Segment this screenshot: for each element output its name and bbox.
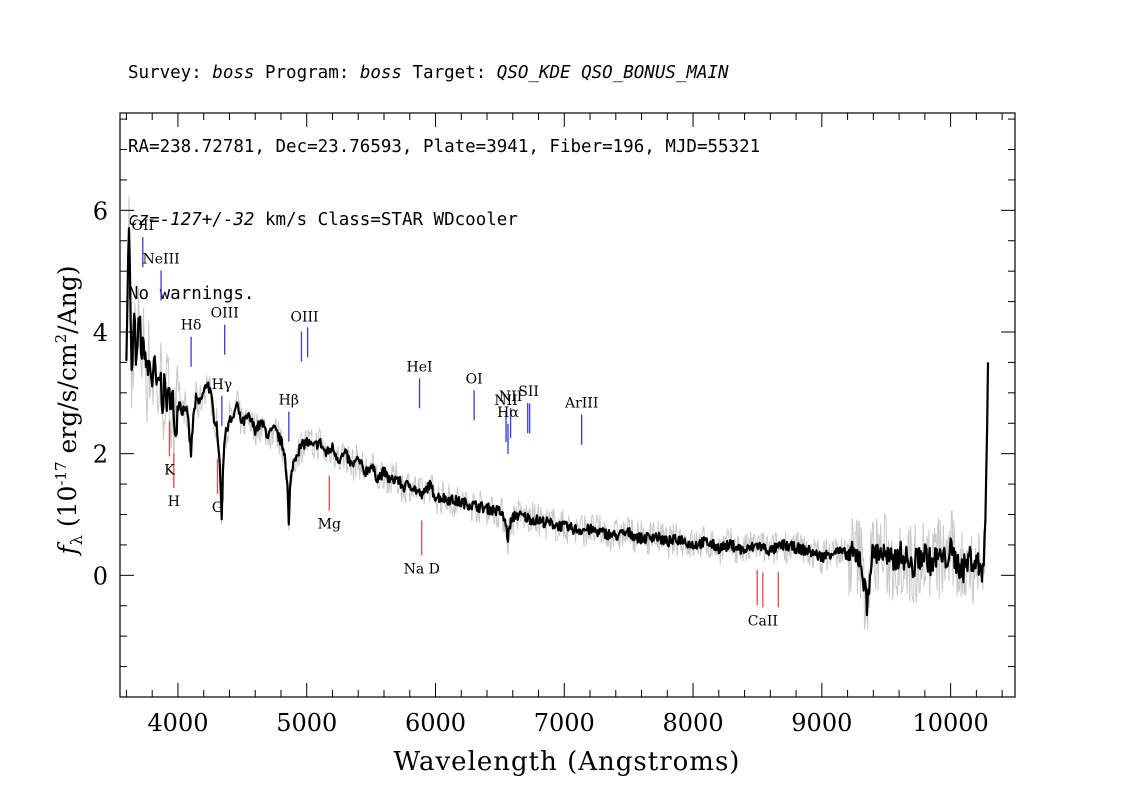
line-label: Hα [497,405,519,421]
y-tick-label: 6 [93,197,108,225]
line-label: OIII [211,306,239,322]
header-coords-line: RA=238.72781, Dec=23.76593, Plate=3941, … [128,136,761,157]
line-label: Hδ [181,318,202,334]
x-tick-label: 9000 [791,709,852,737]
line-label: K [164,462,175,478]
x-tick-label: 4000 [147,709,208,737]
line-label: SII [518,384,539,400]
header-segment: boss [359,63,402,83]
y-axis-label-part: f [53,542,82,557]
y-tick-label: 0 [93,562,108,590]
y-axis-label-part: (10 [53,486,82,536]
x-tick-label: 7000 [534,709,595,737]
x-tick-label: 8000 [663,709,724,737]
line-label: NII [499,389,522,405]
line-label: NeIII [143,252,180,268]
axes [119,112,1016,698]
x-tick-label: 5000 [276,709,337,737]
header-segment: Survey: [128,63,213,83]
header-redshift-line: cz=-127+/-32 km/s Class=STAR WDcooler [128,208,760,233]
line-label: Na D [404,561,440,577]
y-tick-label: 2 [93,441,108,469]
flux-line [125,227,990,617]
header-target-line: Survey: boss Program: boss Target: QSO_K… [128,61,760,86]
error-band [125,195,988,630]
y-axis-label-part: -17 [52,461,70,485]
header-segment: QSO_KDE QSO_BONUS_MAIN [496,63,729,83]
header-segment: cz=-127+/-32 [128,210,255,230]
flux-series [125,227,990,617]
header-segment: km/s Class=STAR WDcooler [254,210,518,230]
error-trace [125,195,988,630]
line-label: HeI [407,359,433,375]
header-segment: Target: [401,63,497,83]
y-axis-label-part: λ [67,535,86,545]
plot-frame [119,112,1016,698]
line-label: ArIII [564,396,598,412]
header-segment: boss [212,63,255,83]
line-label: Hβ [279,393,299,409]
line-label: OIII [290,310,318,326]
line-label: Mg [318,517,341,533]
line-label: OII [132,218,155,234]
line-label: CaII [748,613,778,629]
x-axis-label: Wavelength (Angstroms) [394,747,741,777]
x-tick-label: 6000 [405,709,466,737]
y-axis-label-part: erg/s/cm [53,343,82,461]
x-tick-label: 10000 [912,709,988,737]
spectrum-header: Survey: boss Program: boss Target: QSO_K… [128,12,760,331]
y-axis-label-part: /Ang) [53,265,82,333]
line-label: Hγ [212,377,233,393]
line-label: G [212,500,223,516]
header-segment: Program: [254,63,360,83]
line-label: OI [466,371,483,387]
line-label: NII [494,393,517,409]
y-tick-label: 4 [93,319,108,347]
y-axis-label-part: 2 [52,334,70,344]
line-label: H [168,494,180,510]
tick-labels: 4000 5000 6000 7000 8000 9000 10000 0 2 4 6 [93,197,989,737]
y-axis-label: fλ (10-17 erg/s/cm2/Ang) [52,265,86,556]
